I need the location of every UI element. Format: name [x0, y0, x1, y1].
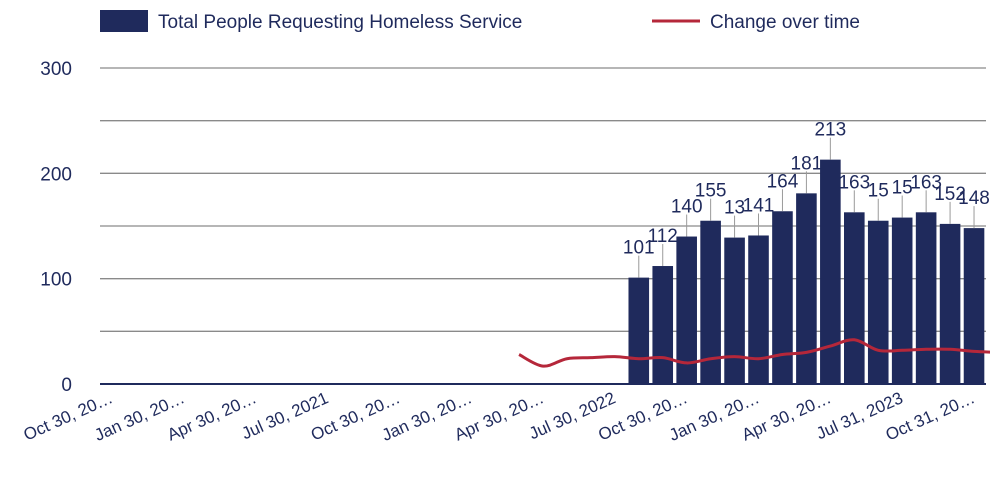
bar [844, 212, 865, 384]
bar-data-label: 213 [814, 120, 846, 141]
bar [652, 266, 674, 384]
bar [939, 223, 961, 384]
bar-data-label: 155 [695, 181, 727, 202]
y-axis: 0 100 200 300 [40, 59, 72, 396]
bar-data-label: 163 [910, 172, 942, 193]
y-tick-label: 100 [40, 270, 72, 291]
change-over-time-line [518, 338, 990, 368]
bar-data-label: 164 [767, 171, 799, 192]
bar [915, 212, 937, 384]
bar [676, 236, 697, 384]
data-label-leaders [638, 137, 975, 278]
bar-data-label: 15 [868, 181, 889, 202]
bar [820, 159, 841, 384]
bar-data-label: 140 [671, 197, 703, 218]
bar-data-label: 112 [648, 226, 678, 247]
bar-data-label: 101 [623, 238, 655, 259]
bar [700, 220, 721, 384]
y-tick-label: 300 [40, 59, 72, 80]
bar [867, 220, 889, 384]
bar-data-label: 13 [724, 198, 745, 219]
bar [796, 193, 817, 384]
legend-label-bars: Total People Requesting Homeless Service [158, 12, 522, 33]
bar [963, 228, 985, 384]
bar [891, 217, 913, 384]
line-series [518, 338, 990, 368]
y-tick-label: 0 [61, 375, 72, 396]
x-axis: Oct 30, 20…Jan 30, 20…Apr 30, 20…Jul 30,… [21, 388, 978, 445]
bar [724, 237, 745, 384]
bar-data-label: 15 [892, 178, 913, 199]
bar-data-label: 152 [934, 184, 966, 205]
bar-data-label: 141 [743, 195, 775, 216]
gridlines [100, 67, 986, 385]
y-tick-label: 200 [40, 164, 72, 185]
bar [628, 277, 650, 384]
legend: Total People Requesting Homeless Service… [100, 10, 860, 33]
bar-data-label: 148 [958, 188, 990, 209]
bar [772, 211, 793, 384]
legend-bar-swatch [100, 10, 148, 32]
legend-label-line: Change over time [710, 12, 860, 33]
bar [748, 235, 769, 384]
bar-data-label: 181 [791, 153, 823, 174]
bar-data-label: 163 [838, 172, 870, 193]
